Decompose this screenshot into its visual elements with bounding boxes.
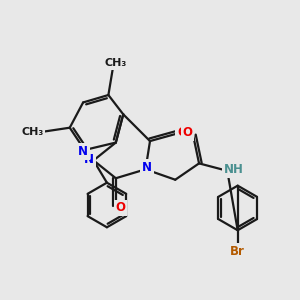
Text: N: N (142, 161, 152, 174)
Text: O: O (177, 126, 187, 139)
Text: CH₃: CH₃ (105, 58, 127, 68)
Text: N: N (78, 145, 88, 158)
Text: NH: NH (224, 164, 244, 176)
Text: O: O (115, 202, 125, 214)
Text: N: N (84, 153, 94, 166)
Text: CH₃: CH₃ (22, 127, 44, 136)
Text: O: O (183, 126, 193, 139)
Text: Br: Br (230, 245, 245, 258)
